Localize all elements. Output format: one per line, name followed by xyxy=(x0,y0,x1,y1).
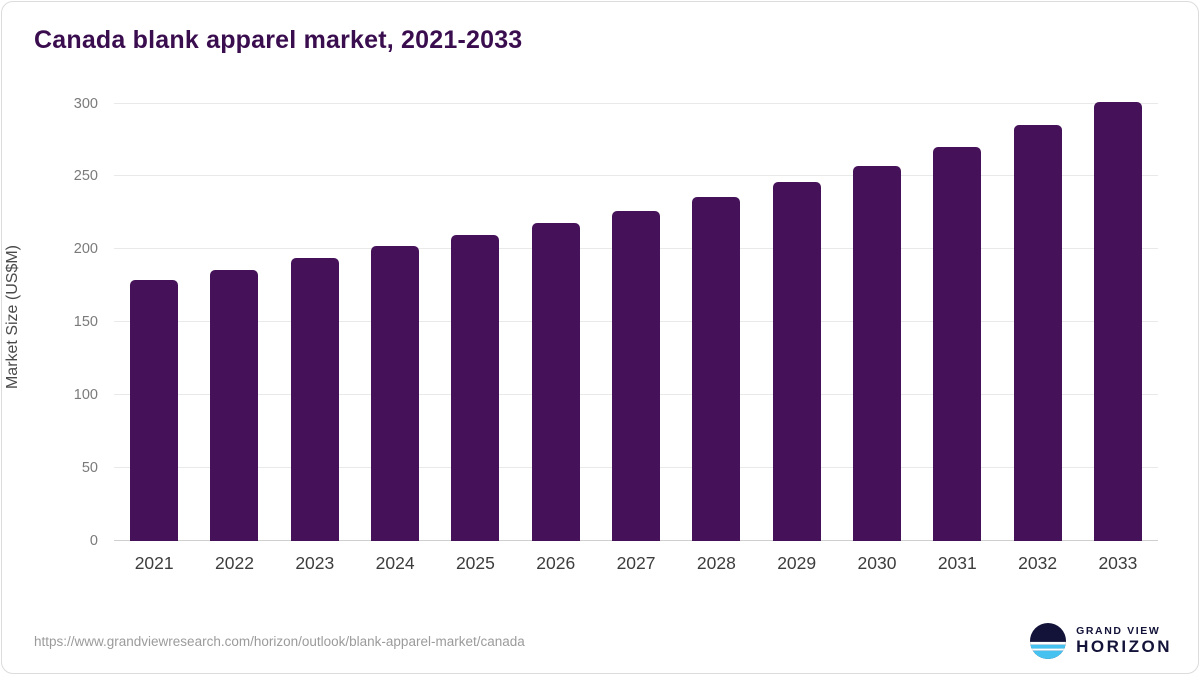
bar-2022 xyxy=(210,269,259,541)
bar-slot-2031 xyxy=(917,89,997,541)
x-tick-label-2026: 2026 xyxy=(536,553,576,573)
bar-slot-2026 xyxy=(516,89,596,541)
x-tick-label-2029: 2029 xyxy=(777,553,817,573)
bar-slot-2033 xyxy=(1078,89,1158,541)
footer: https://www.grandviewresearch.com/horizo… xyxy=(34,623,1172,659)
brand-logo: GRAND VIEW HORIZON xyxy=(1030,623,1172,659)
brand-text: GRAND VIEW HORIZON xyxy=(1076,625,1172,657)
x-tick-label-2031: 2031 xyxy=(937,553,977,573)
bar-slot-2023 xyxy=(275,89,355,541)
y-tick-label-250: 250 xyxy=(73,168,98,185)
x-tick-label-2032: 2032 xyxy=(1018,553,1058,573)
bar-slot-2022 xyxy=(194,89,274,541)
x-tick-label-2028: 2028 xyxy=(696,553,736,573)
bar-2033 xyxy=(1093,102,1142,541)
bar-2027 xyxy=(612,211,661,541)
x-tick-label-2023: 2023 xyxy=(295,553,335,573)
x-tick-label-2024: 2024 xyxy=(375,553,415,573)
bar-2025 xyxy=(451,234,500,541)
y-tick-label-100: 100 xyxy=(73,387,98,404)
brand-name-top: GRAND VIEW xyxy=(1076,625,1161,638)
chart-title: Canada blank apparel market, 2021-2033 xyxy=(34,26,523,54)
bar-2032 xyxy=(1013,125,1062,541)
y-tick-label-50: 50 xyxy=(81,460,98,477)
bar-2029 xyxy=(772,182,821,541)
x-tick-label-2021: 2021 xyxy=(134,553,174,573)
gridline-250 xyxy=(114,175,1158,177)
bars-container xyxy=(114,89,1158,541)
x-tick-label-2022: 2022 xyxy=(215,553,254,573)
bar-2024 xyxy=(371,246,420,541)
brand-name-bottom: HORIZON xyxy=(1076,637,1172,657)
x-axis-labels: 2021 2022 2023 2024 2025 2026 2027 2028 2029 2030… xyxy=(114,553,1158,574)
bar-2028 xyxy=(692,196,741,541)
plot-area: 0 50 100 150 200 250 300 xyxy=(74,89,1158,549)
bar-slot-2021 xyxy=(114,89,194,541)
chart-area: Market Size (US$M) 0 50 100 150 200 250 300 20… xyxy=(4,89,1158,574)
bar-slot-2025 xyxy=(435,89,515,541)
bar-slot-2024 xyxy=(355,89,435,541)
bar-2030 xyxy=(852,166,901,541)
gridline-300 xyxy=(114,102,1158,104)
y-tick-label-300: 300 xyxy=(73,95,98,112)
x-tick-label-2030: 2030 xyxy=(857,553,897,573)
bar-2023 xyxy=(290,258,339,541)
x-tick-label-2025: 2025 xyxy=(455,553,495,573)
bar-slot-2030 xyxy=(837,89,917,541)
y-axis-title-column: Market Size (US$M) xyxy=(2,89,24,544)
source-url: https://www.grandviewresearch.com/horizo… xyxy=(34,633,525,649)
y-axis-title: Market Size (US$M) xyxy=(4,244,21,389)
x-tick-label-2033: 2033 xyxy=(1098,553,1138,573)
bar-2031 xyxy=(933,147,982,541)
horizon-logo-icon xyxy=(1030,623,1067,659)
x-tick-label-2027: 2027 xyxy=(616,553,656,573)
bar-2026 xyxy=(531,223,580,541)
bar-slot-2029 xyxy=(757,89,837,541)
bar-2021 xyxy=(130,280,179,541)
bar-slot-2032 xyxy=(997,89,1077,541)
y-tick-label-0: 0 xyxy=(89,533,98,549)
bar-slot-2027 xyxy=(596,89,676,541)
bar-slot-2028 xyxy=(676,89,756,541)
y-tick-label-200: 200 xyxy=(73,241,98,258)
y-tick-label-150: 150 xyxy=(73,314,98,331)
